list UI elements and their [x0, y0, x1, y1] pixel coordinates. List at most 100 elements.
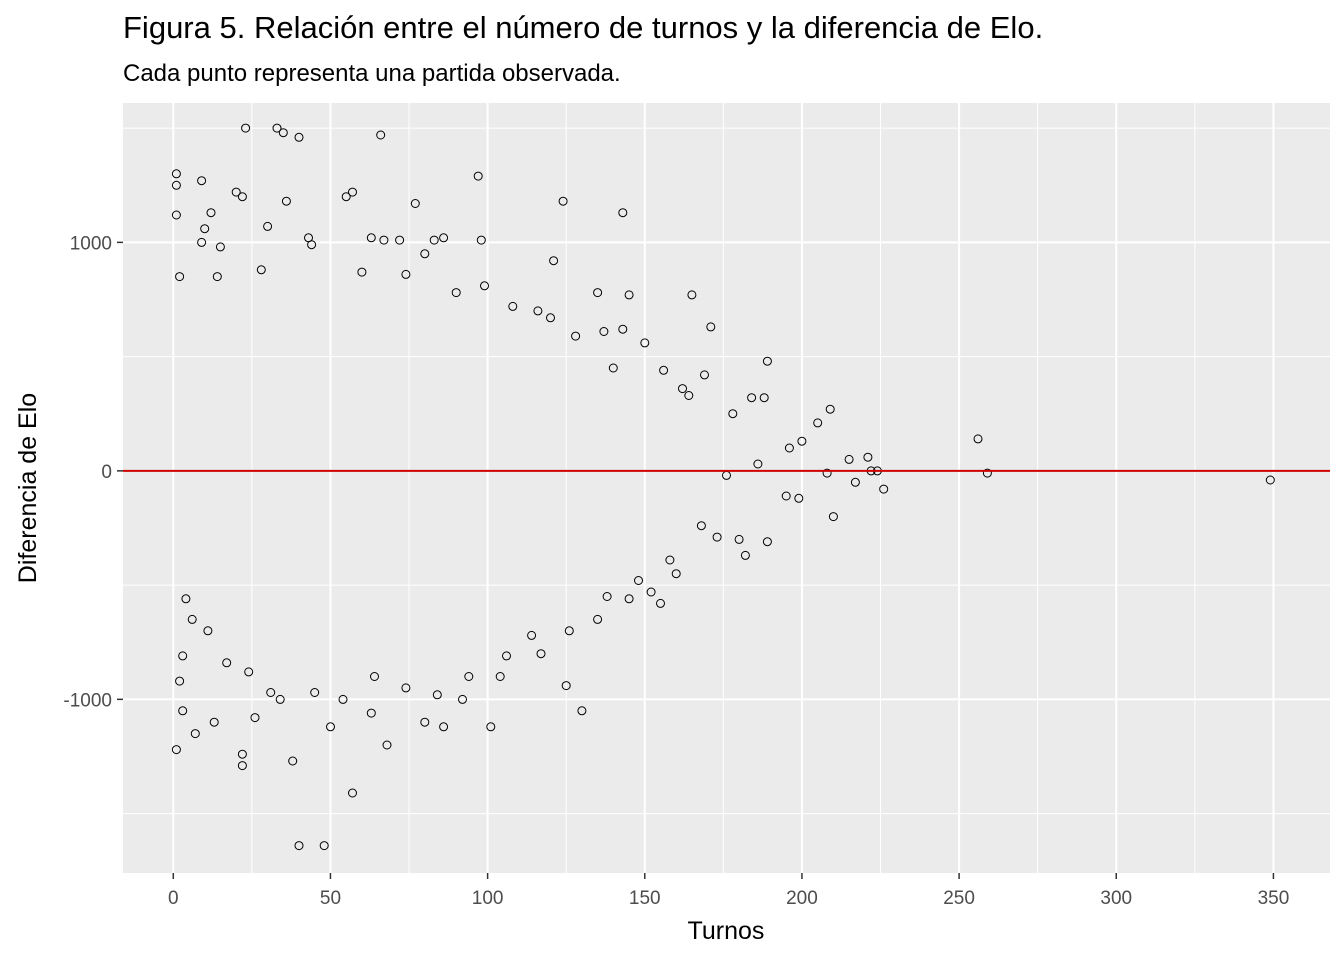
data-point — [502, 651, 511, 661]
x-tick-label: 100 — [472, 888, 504, 909]
data-point — [294, 132, 304, 142]
data-point — [209, 717, 219, 727]
grid-minor — [123, 103, 1330, 873]
data-point — [241, 123, 251, 133]
data-point — [366, 233, 376, 243]
data-point — [696, 521, 706, 531]
y-axis-ticks: -1000 0 1000 — [63, 233, 123, 711]
data-point — [175, 676, 185, 686]
data-point — [410, 199, 420, 208]
y-tick-label: 0 — [101, 462, 112, 483]
data-point — [310, 688, 320, 697]
data-point — [250, 713, 260, 723]
data-point — [536, 649, 546, 659]
data-point — [973, 434, 983, 444]
data-point — [341, 192, 351, 202]
data-point — [439, 722, 449, 732]
data-point — [495, 672, 505, 681]
data-point — [558, 196, 568, 206]
data-point — [348, 187, 357, 197]
data-point — [326, 722, 335, 732]
data-point — [288, 756, 298, 766]
data-point — [401, 683, 411, 693]
x-tick-label: 150 — [629, 888, 661, 909]
data-point — [762, 537, 772, 547]
data-point — [879, 484, 889, 494]
data-point — [237, 761, 247, 771]
y-axis-title: Diferencia de Elo — [14, 393, 42, 583]
data-point — [700, 370, 709, 380]
data-point — [784, 443, 794, 453]
data-point — [753, 459, 763, 469]
data-point — [439, 233, 449, 243]
data-point — [1265, 475, 1275, 485]
data-point — [476, 235, 486, 245]
x-tick-label: 250 — [943, 888, 975, 909]
data-point — [527, 630, 537, 640]
x-tick-label: 350 — [1258, 888, 1290, 909]
x-axis-title: Turnos — [688, 917, 765, 945]
x-tick-label: 200 — [786, 888, 818, 909]
data-point — [263, 221, 273, 231]
data-point — [508, 301, 518, 311]
data-point — [338, 694, 348, 704]
data-point — [178, 706, 188, 716]
data-point — [222, 658, 232, 668]
data-point — [379, 235, 389, 245]
data-point — [640, 338, 650, 348]
chart-subtitle: Cada punto representa una partida observ… — [123, 60, 621, 87]
data-point — [593, 288, 603, 298]
data-point — [684, 391, 694, 400]
data-point — [665, 555, 675, 565]
data-point — [203, 626, 213, 636]
data-point — [197, 176, 207, 186]
data-point — [237, 192, 247, 202]
data-point — [762, 356, 772, 366]
y-tick-label: -1000 — [63, 690, 112, 711]
data-point — [366, 708, 376, 718]
data-point — [464, 672, 474, 681]
data-point — [382, 740, 392, 750]
data-point — [577, 706, 587, 716]
data-point — [451, 288, 461, 298]
data-point — [634, 576, 643, 585]
data-point — [181, 594, 191, 604]
data-point — [813, 418, 823, 428]
x-tick-label: 300 — [1100, 888, 1132, 909]
data-point — [678, 384, 687, 394]
data-point — [432, 690, 442, 700]
data-point — [370, 672, 379, 681]
data-point — [706, 322, 716, 332]
data-point — [571, 331, 581, 341]
data-point — [549, 256, 559, 266]
data-point — [561, 681, 571, 691]
data-point — [982, 468, 992, 478]
data-point — [212, 272, 222, 282]
data-point — [618, 208, 628, 218]
data-point — [319, 841, 329, 851]
data-point — [266, 688, 276, 697]
data-point — [656, 598, 665, 608]
data-point — [759, 393, 769, 403]
data-point — [480, 281, 489, 291]
data-point — [171, 745, 181, 755]
data-point — [272, 123, 282, 133]
data-point — [659, 365, 669, 375]
data-point — [200, 224, 210, 234]
data-point — [171, 180, 181, 190]
data-point — [728, 409, 738, 419]
x-tick-label: 50 — [320, 888, 341, 909]
data-point — [473, 171, 483, 181]
data-point — [215, 242, 225, 252]
data-point — [171, 169, 181, 179]
data-point — [794, 493, 804, 503]
data-point — [395, 235, 405, 245]
data-point — [175, 272, 185, 282]
data-point — [178, 651, 188, 661]
data-point — [420, 249, 430, 259]
data-point — [863, 452, 873, 462]
data-point — [546, 313, 555, 323]
data-point — [599, 327, 609, 336]
data-points — [171, 123, 1275, 851]
data-point — [458, 694, 467, 704]
